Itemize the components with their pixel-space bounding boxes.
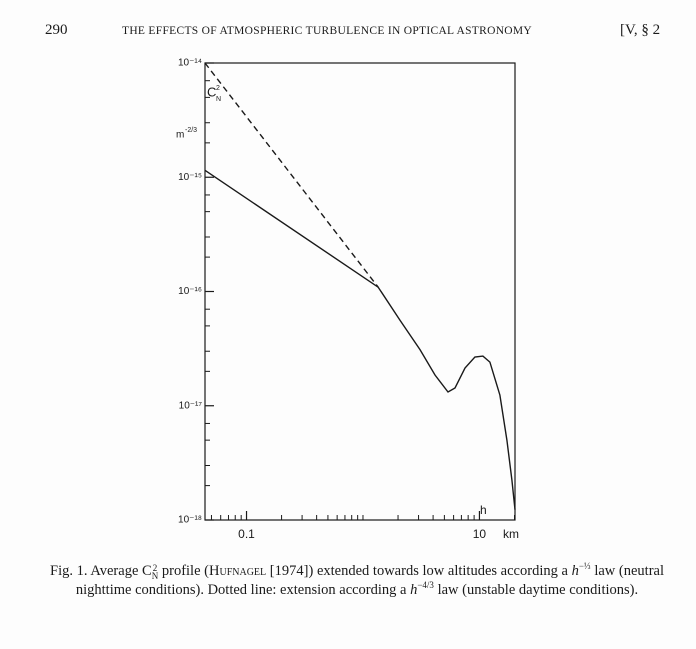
caption-text: law (neutral nighttime conditions). Dott… <box>75 563 664 598</box>
y-tick-label: 10⁻¹⁶ <box>178 286 202 297</box>
symbol: h <box>571 563 579 579</box>
symbol: h <box>410 582 418 598</box>
y-tick-label: 10⁻¹⁵ <box>178 172 202 183</box>
y-unit-base: m <box>176 130 184 141</box>
sup: 2 <box>152 562 158 573</box>
page-number: 290 <box>45 22 68 38</box>
y-unit-sup: -2/3 <box>185 127 197 134</box>
y-label-sup: 2 <box>216 85 220 92</box>
caption-text: profile ( <box>158 563 210 579</box>
caption-text: [1974]) extended towards low altitudes a… <box>266 563 572 579</box>
y-tick-label: 10⁻¹⁸ <box>178 515 202 526</box>
author: Hufnagel <box>209 563 267 579</box>
profile-line <box>204 169 516 510</box>
fig-label: Fig. 1. <box>50 563 88 579</box>
running-title: THE EFFECTS OF ATMOSPHERIC TURBULENCE IN… <box>122 25 533 37</box>
caption-text: law (unstable daytime conditions). <box>433 582 639 598</box>
x-unit: km <box>503 527 519 541</box>
x-tick-label: 0.1 <box>238 527 255 541</box>
y-tick-label: 10⁻¹⁷ <box>179 400 203 411</box>
caption: Fig. 1. Average C2 N profile (Hufnagel [1… <box>50 562 664 600</box>
y-tick-label: 10⁻¹⁴ <box>178 58 202 69</box>
caption-text: Average C <box>87 563 152 579</box>
plot-frame <box>204 62 516 521</box>
section-mark: [V, § 2 <box>620 22 661 38</box>
exponent: −4/3 <box>417 580 434 591</box>
exponent: −⅓ <box>578 561 591 572</box>
dashed-line <box>204 62 379 288</box>
y-label-sub: N <box>216 96 221 103</box>
x-label: h <box>480 503 487 517</box>
y-label-symbol: C <box>207 84 216 99</box>
x-tick-label: 10 <box>473 527 487 541</box>
sub: N <box>151 570 159 581</box>
